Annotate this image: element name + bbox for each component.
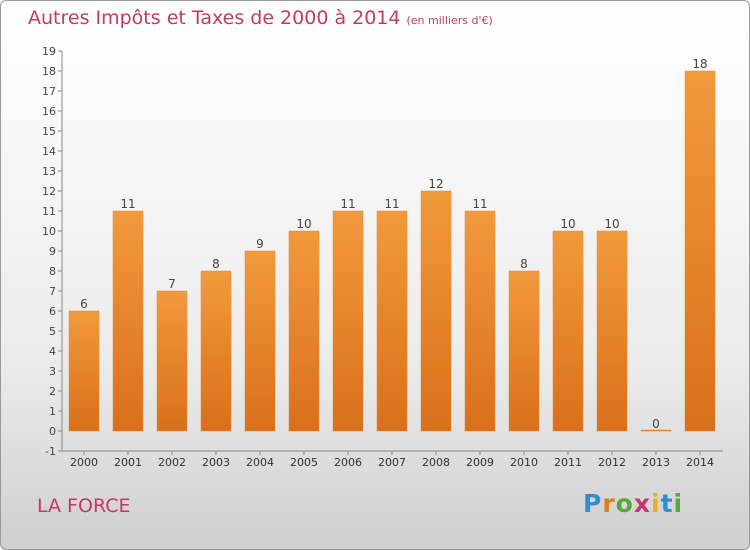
x-tick-label: 2010 — [510, 456, 538, 469]
x-tick-label: 2004 — [246, 456, 274, 469]
y-tick-label: 16 — [42, 105, 56, 118]
y-tick-label: 9 — [49, 245, 56, 258]
bar — [288, 230, 320, 432]
bar — [464, 210, 496, 432]
bar — [156, 290, 188, 432]
y-tick-label: 15 — [42, 125, 56, 138]
bar-data-label: 10 — [560, 217, 575, 231]
y-tick-label: 1 — [49, 405, 56, 418]
bar — [684, 70, 716, 432]
bar-data-label: 6 — [80, 297, 88, 311]
bar — [200, 270, 232, 432]
bar — [376, 210, 408, 432]
bar-data-label: 12 — [428, 177, 443, 191]
logo-letter: P — [583, 489, 603, 518]
x-tick-label: 2005 — [290, 456, 318, 469]
logo-letter: t — [660, 489, 674, 518]
bar — [244, 250, 276, 432]
bar-data-label: 8 — [520, 257, 528, 271]
x-tick-label: 2011 — [554, 456, 582, 469]
x-tick-label: 2000 — [70, 456, 98, 469]
x-tick-label: 2007 — [378, 456, 406, 469]
y-tick-label: 18 — [42, 65, 56, 78]
chart-title: Autres Impôts et Taxes de 2000 à 2014 (en… — [28, 7, 493, 29]
y-tick-label: 12 — [42, 185, 56, 198]
bar-data-label: 8 — [212, 257, 220, 271]
bar — [112, 210, 144, 432]
proxiti-logo: Proxiti — [583, 489, 683, 518]
bar — [596, 230, 628, 432]
y-tick-label: 11 — [42, 205, 56, 218]
bar-data-label: 11 — [120, 197, 135, 211]
y-tick-label: 2 — [49, 385, 56, 398]
bar — [640, 429, 672, 432]
bar-data-label: 9 — [256, 237, 264, 251]
y-tick-label: 8 — [49, 265, 56, 278]
x-tick-label: 2009 — [466, 456, 494, 469]
bar — [508, 270, 540, 432]
bar-data-label: 0 — [652, 417, 660, 431]
bar-data-label: 18 — [692, 57, 707, 71]
chart-subtitle: (en milliers d'€) — [406, 14, 493, 27]
x-tick-label: 2002 — [158, 456, 186, 469]
x-tick-label: 2001 — [114, 456, 142, 469]
logo-letter: x — [633, 489, 651, 518]
bar-data-label: 11 — [340, 197, 355, 211]
y-tick-label: 5 — [49, 325, 56, 338]
logo-letter: r — [602, 489, 616, 518]
x-tick-label: 2003 — [202, 456, 230, 469]
logo-letter: i — [651, 489, 661, 518]
logo-letter: i — [673, 489, 684, 518]
x-tick-label: 2008 — [422, 456, 450, 469]
y-tick-label: 4 — [49, 345, 56, 358]
bar-data-label: 10 — [604, 217, 619, 231]
y-tick-label: 6 — [49, 305, 56, 318]
place-name: LA FORCE — [37, 495, 131, 517]
y-tick-label: 3 — [49, 365, 56, 378]
y-tick-label: 14 — [42, 145, 56, 158]
y-tick-label: -1 — [45, 445, 56, 458]
y-tick-label: 10 — [42, 225, 56, 238]
y-tick-label: 7 — [49, 285, 56, 298]
bar — [332, 210, 364, 432]
x-tick-label: 2006 — [334, 456, 362, 469]
x-tick-label: 2012 — [598, 456, 626, 469]
x-tick-label: 2014 — [686, 456, 714, 469]
y-tick-label: 17 — [42, 85, 56, 98]
bar-data-label: 7 — [168, 277, 176, 291]
bar — [68, 310, 100, 432]
bar-data-label: 10 — [296, 217, 311, 231]
y-tick-label: 13 — [42, 165, 56, 178]
logo-letter: o — [615, 489, 634, 518]
bar — [552, 230, 584, 432]
chart-title-text: Autres Impôts et Taxes de 2000 à 2014 — [28, 7, 401, 29]
bar-data-label: 11 — [472, 197, 487, 211]
bar — [420, 190, 452, 432]
bar-data-label: 11 — [384, 197, 399, 211]
y-tick-label: 19 — [42, 45, 56, 58]
y-tick-label: 0 — [49, 425, 56, 438]
x-tick-label: 2013 — [642, 456, 670, 469]
